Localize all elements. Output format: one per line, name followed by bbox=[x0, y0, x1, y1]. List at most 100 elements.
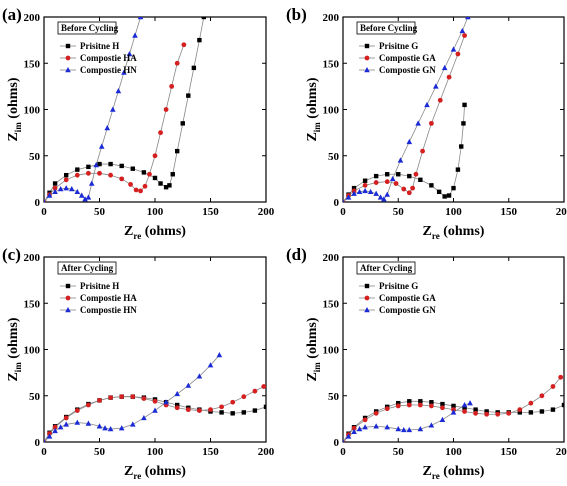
condition-label: After Cycling bbox=[360, 263, 413, 273]
data-point bbox=[373, 410, 379, 416]
legend-label: Prisitne H bbox=[80, 41, 119, 51]
data-layer bbox=[44, 17, 207, 202]
series-line bbox=[44, 386, 264, 442]
data-point bbox=[385, 172, 390, 177]
series-2 bbox=[44, 17, 144, 202]
legend-marker bbox=[65, 283, 71, 289]
data-point bbox=[345, 433, 352, 439]
x-tick-label: 50 bbox=[393, 206, 405, 218]
series-1 bbox=[44, 42, 187, 202]
data-point bbox=[396, 400, 401, 406]
x-axis-main: Z bbox=[124, 224, 133, 239]
data-point bbox=[362, 187, 368, 194]
data-point bbox=[163, 185, 169, 190]
y-axis-unit: (ohms) bbox=[305, 77, 320, 122]
data-point bbox=[373, 180, 379, 185]
data-point bbox=[446, 74, 452, 80]
data-point bbox=[170, 172, 175, 177]
data-point bbox=[64, 172, 69, 178]
legend-marker bbox=[364, 283, 370, 289]
data-point bbox=[395, 403, 401, 409]
data-point bbox=[351, 190, 357, 196]
data-point bbox=[351, 425, 357, 431]
data-point bbox=[484, 409, 489, 414]
x-tick-label: 200 bbox=[556, 446, 567, 458]
data-point bbox=[133, 187, 139, 193]
data-point bbox=[152, 398, 158, 404]
legend-label: Compostie HN bbox=[80, 305, 137, 315]
y-tick-label: 200 bbox=[24, 252, 41, 264]
data-point bbox=[389, 175, 396, 182]
data-point bbox=[108, 161, 113, 167]
data-point bbox=[395, 426, 402, 432]
legend-label: Prisitne G bbox=[379, 281, 418, 291]
data-point bbox=[406, 138, 413, 145]
data-point bbox=[465, 17, 471, 20]
data-point bbox=[119, 394, 125, 400]
x-tick-label: 0 bbox=[340, 206, 346, 218]
data-point bbox=[377, 194, 384, 200]
data-point bbox=[459, 144, 464, 149]
data-point bbox=[216, 352, 223, 358]
x-axis-sub: re bbox=[432, 471, 440, 481]
data-point bbox=[74, 419, 81, 425]
x-tick-label: 150 bbox=[501, 206, 518, 218]
x-axis-main: Z bbox=[423, 464, 432, 479]
x-tick-label: 50 bbox=[393, 446, 405, 458]
data-point bbox=[158, 130, 163, 136]
legend-entry: Compostie GN bbox=[359, 65, 436, 75]
legend-label: Compostie HA bbox=[80, 53, 137, 63]
legend-marker bbox=[364, 307, 370, 313]
data-point bbox=[429, 183, 434, 188]
x-axis-main: Z bbox=[423, 224, 432, 239]
legend-label: Compostie GA bbox=[379, 53, 436, 63]
x-axis-sub: re bbox=[133, 471, 141, 481]
data-point bbox=[539, 409, 545, 414]
data-point bbox=[343, 199, 345, 202]
x-axis-title: Zre (ohms) bbox=[124, 224, 186, 241]
data-point bbox=[201, 17, 207, 20]
legend-marker bbox=[65, 55, 71, 61]
condition-box bbox=[57, 261, 117, 275]
legend-entry: Compostie HN bbox=[60, 305, 137, 315]
data-point bbox=[558, 374, 564, 380]
data-point bbox=[152, 407, 158, 413]
data-point bbox=[461, 402, 468, 408]
y-axis-main: Z bbox=[305, 132, 320, 141]
data-point bbox=[428, 422, 435, 428]
x-tick-label: 200 bbox=[258, 446, 275, 458]
data-point bbox=[88, 180, 95, 186]
data-point bbox=[400, 426, 407, 433]
data-point bbox=[219, 404, 225, 410]
series-2 bbox=[44, 352, 223, 442]
y-axis-main: Z bbox=[305, 372, 320, 381]
data-point bbox=[128, 182, 133, 187]
legend-label: Prisitne H bbox=[80, 281, 119, 291]
data-point bbox=[52, 424, 58, 430]
data-point bbox=[108, 172, 113, 178]
data-point bbox=[451, 403, 456, 409]
data-layer bbox=[343, 374, 564, 442]
data-point bbox=[351, 185, 357, 191]
data-point bbox=[142, 183, 148, 189]
y-tick-label: 0 bbox=[334, 437, 340, 449]
x-tick-label: 100 bbox=[147, 206, 164, 218]
data-point bbox=[241, 394, 247, 400]
data-point bbox=[506, 410, 512, 416]
data-point bbox=[118, 425, 125, 431]
y-axis-sub: im bbox=[13, 122, 23, 133]
y-axis-title: Zim (ohms) bbox=[305, 317, 322, 381]
data-point bbox=[107, 426, 114, 432]
panel-label: (a) bbox=[2, 5, 22, 24]
x-axis-unit: (ohms) bbox=[141, 464, 186, 479]
x-tick-label: 0 bbox=[41, 206, 47, 218]
data-point bbox=[141, 414, 147, 421]
data-point bbox=[429, 400, 434, 405]
data-point bbox=[97, 170, 102, 176]
data-point bbox=[252, 408, 258, 413]
data-point bbox=[439, 416, 446, 422]
x-tick-label: 150 bbox=[202, 446, 219, 458]
data-point bbox=[261, 384, 266, 389]
